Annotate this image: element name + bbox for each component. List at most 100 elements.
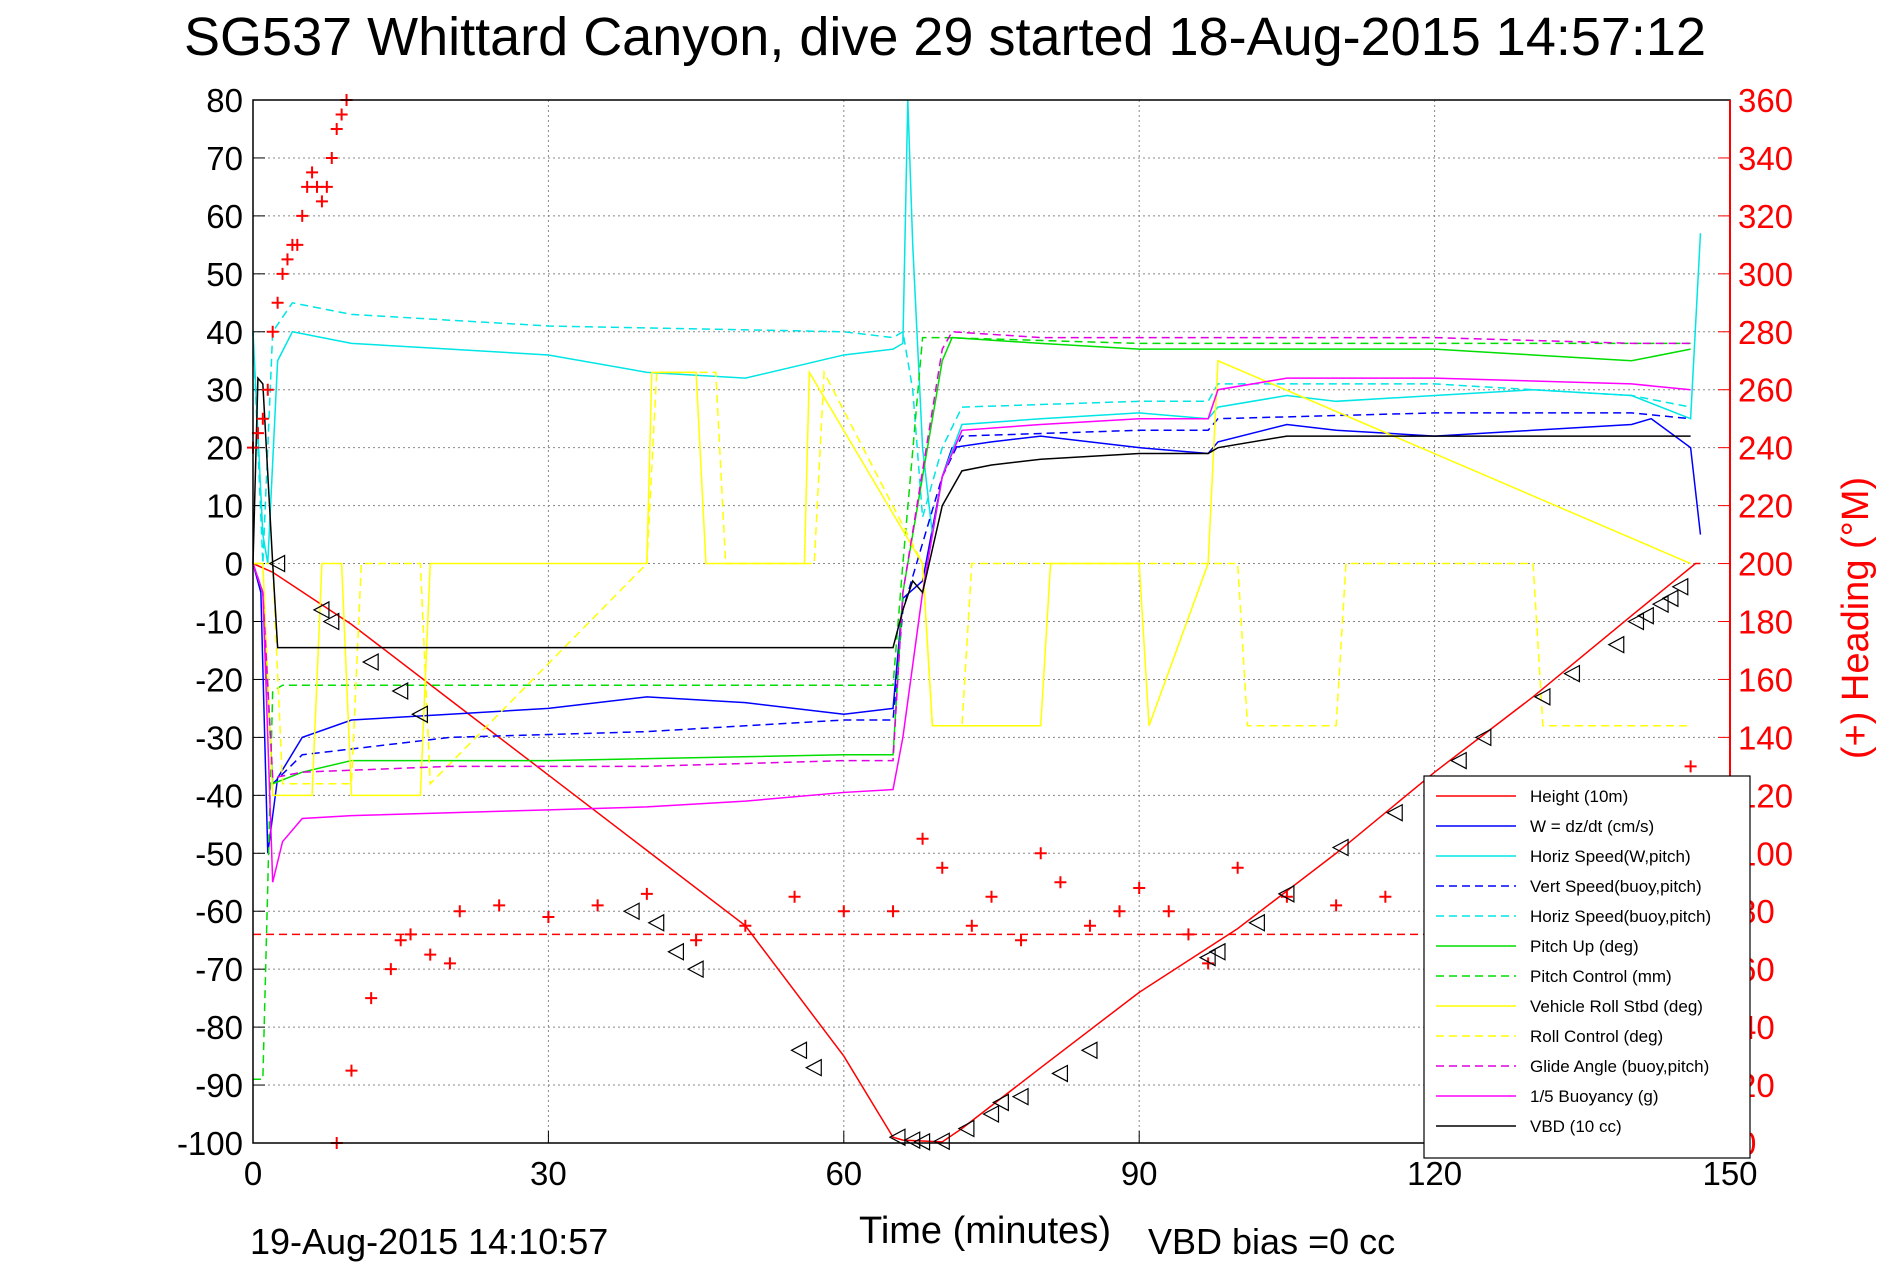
plus-marker — [251, 427, 264, 440]
triangle-marker — [268, 554, 286, 573]
triangle-marker — [1533, 687, 1551, 706]
y-tick-label: 40 — [206, 314, 243, 351]
triangle-marker — [888, 1128, 906, 1147]
series-roll-control-deg — [253, 369, 1691, 786]
y-tick-label: 80 — [206, 82, 243, 119]
x-tick-label: 0 — [244, 1155, 262, 1192]
legend-label: Glide Angle (buoy,pitch) — [1530, 1057, 1709, 1076]
triangle-marker — [1208, 942, 1226, 961]
y-tick-label: -80 — [195, 1009, 243, 1046]
series-1-5-buoyancy-g — [252, 377, 1691, 883]
triangle-marker — [1607, 635, 1625, 654]
triangle-marker — [312, 600, 330, 619]
y-right-tick-label: 260 — [1738, 372, 1793, 409]
triangle-marker — [1385, 803, 1403, 822]
y-right-tick-label: 180 — [1738, 604, 1793, 641]
y-tick-label: 70 — [206, 140, 243, 177]
plus-marker — [325, 151, 338, 164]
plus-marker — [453, 905, 466, 918]
plus-marker — [424, 948, 437, 961]
legend-label: VBD (10 cc) — [1530, 1117, 1622, 1136]
plus-marker — [493, 899, 506, 912]
triangle-marker — [913, 1132, 931, 1151]
x-tick-label: 120 — [1407, 1155, 1462, 1192]
plus-marker — [281, 253, 294, 266]
y-tick-label: -100 — [177, 1125, 243, 1162]
plus-marker — [936, 861, 949, 874]
series-pitch-control-mm — [253, 336, 1691, 1081]
triangle-marker — [1080, 1041, 1098, 1060]
legend-label: Pitch Control (mm) — [1530, 967, 1672, 986]
y-right-tick-label: 340 — [1738, 140, 1793, 177]
triangle-marker — [647, 913, 665, 932]
triangle-marker — [322, 612, 340, 631]
triangle-marker — [1051, 1064, 1069, 1083]
plus-marker — [837, 905, 850, 918]
plus-marker — [330, 122, 343, 135]
triangle-marker — [686, 960, 704, 979]
triangle-marker — [411, 705, 428, 724]
plus-marker — [443, 957, 456, 970]
legend-label: Roll Control (deg) — [1530, 1027, 1663, 1046]
plus-marker — [1379, 890, 1392, 903]
triangle-marker — [391, 682, 409, 701]
plus-marker — [335, 108, 348, 121]
plus-marker — [394, 934, 407, 947]
legend-label: 1/5 Buoyancy (g) — [1530, 1087, 1659, 1106]
series-height-10m — [252, 562, 1701, 1143]
legend-label: Horiz Speed(buoy,pitch) — [1530, 907, 1711, 926]
x-tick-label: 30 — [530, 1155, 567, 1192]
triangle-marker — [932, 1132, 950, 1151]
plus-marker — [1113, 905, 1126, 918]
plus-marker — [1280, 890, 1293, 903]
series-horiz-speed-buoy-pitch — [252, 301, 1691, 564]
plus-marker — [640, 887, 653, 900]
plus-marker — [591, 899, 604, 912]
plus-marker — [1015, 934, 1028, 947]
plus-marker — [542, 911, 555, 924]
plus-marker — [256, 412, 269, 425]
plus-marker — [365, 992, 378, 1005]
y-tick-labels: 80 70 60 50 40 30 20 10 0 -10 -20 -30 -40 -50 -60 -70 -8… — [177, 82, 243, 1162]
plus-marker — [1330, 899, 1343, 912]
y-right-tick-label: 140 — [1738, 719, 1793, 756]
y-tick-label: -20 — [195, 661, 243, 698]
x-tick-label: 150 — [1702, 1155, 1757, 1192]
plus-marker — [887, 905, 900, 918]
triangle-marker — [622, 902, 640, 921]
plus-marker — [1684, 760, 1697, 773]
series-glide-angle-buoy-pitch — [252, 330, 1691, 779]
y-tick-label: -50 — [195, 835, 243, 872]
legend-box — [1423, 775, 1751, 1159]
legend-label: Vehicle Roll Stbd (deg) — [1530, 997, 1703, 1016]
y-tick-label: 50 — [206, 256, 243, 293]
legend-label: Height (10m) — [1530, 787, 1628, 806]
y-tick-label: 0 — [225, 546, 243, 583]
y-tick-label: -60 — [195, 893, 243, 930]
legend-label: Horiz Speed(W,pitch) — [1530, 847, 1691, 866]
y-right-tick-label: 220 — [1738, 488, 1793, 525]
series-pitch-up-deg — [252, 336, 1691, 785]
triangle-marker — [1637, 606, 1654, 625]
footer-timestamp: 19-Aug-2015 14:10:57 — [250, 1221, 608, 1262]
plus-marker — [1231, 861, 1244, 874]
series-gc-markers — [268, 554, 1689, 1151]
triangle-marker — [790, 1041, 808, 1060]
plus-marker — [690, 934, 703, 947]
plus-marker — [296, 209, 309, 222]
plus-marker — [1133, 882, 1146, 895]
plus-marker — [261, 383, 274, 396]
legend-label: Vert Speed(buoy,pitch) — [1530, 877, 1702, 896]
legend-label: W = dz/dt (cm/s) — [1530, 817, 1654, 836]
triangle-marker — [667, 942, 685, 961]
y-right-tick-label: 280 — [1738, 314, 1793, 351]
y-tick-label: 10 — [206, 488, 243, 525]
triangle-marker — [957, 1119, 975, 1138]
series-vbd-10-cc — [252, 376, 1691, 649]
plus-marker — [315, 195, 328, 208]
triangle-marker — [1198, 948, 1216, 967]
x-tick-label: 60 — [825, 1155, 862, 1192]
triangle-marker — [982, 1105, 1000, 1124]
series-vehicle-roll-stbd-deg — [253, 359, 1691, 797]
